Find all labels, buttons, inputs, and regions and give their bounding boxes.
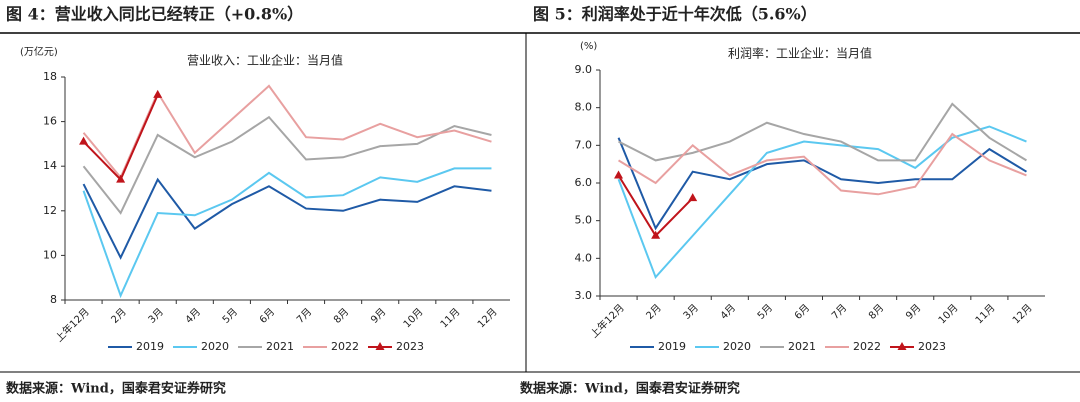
- x-tick-label: 4月: [183, 306, 203, 326]
- y-tick-label: 16: [43, 115, 57, 128]
- line: [82, 177, 492, 260]
- legend-label: 2023: [918, 340, 946, 353]
- x-tick-label: 上年12月: [52, 305, 91, 344]
- chart-title: 图 4：营业收入同比已经转正（+0.8%）: [6, 5, 303, 24]
- x-tick-label: 11月: [438, 306, 463, 331]
- legend-label: 2022: [853, 340, 881, 353]
- y-tick-label: 8.0: [575, 101, 593, 114]
- line: [617, 125, 1027, 280]
- subtitle: 利润率：工业企业：当月值: [728, 46, 872, 61]
- y-tick-label: 5.0: [575, 214, 593, 227]
- marker: [651, 230, 661, 239]
- y-tick-label: 8: [50, 293, 57, 306]
- legend-label: 2020: [723, 340, 751, 353]
- y-axis-label: (万亿元): [20, 45, 58, 58]
- legend-label: 2020: [201, 340, 229, 353]
- line: [617, 137, 1027, 231]
- x-tick-label: 10月: [936, 302, 961, 327]
- y-tick-label: 12: [43, 204, 57, 217]
- x-tick-label: 3月: [146, 306, 166, 326]
- y-tick-label: 9.0: [575, 63, 593, 76]
- source: 数据来源：Wind，国泰君安证券研究: [6, 381, 226, 397]
- marker: [153, 89, 163, 98]
- subtitle: 营业收入：工业企业：当月值: [187, 53, 343, 68]
- legend-label: 2019: [136, 340, 164, 353]
- y-tick-label: 3.0: [575, 289, 593, 302]
- x-tick-label: 上年12月: [587, 301, 626, 340]
- x-tick-label: 5月: [220, 306, 240, 326]
- x-tick-label: 9月: [903, 302, 923, 322]
- y-tick-label: 18: [43, 70, 57, 83]
- legend-label: 2022: [331, 340, 359, 353]
- x-tick-label: 11月: [973, 302, 998, 327]
- x-tick-label: 7月: [294, 306, 314, 326]
- legend-label: 2021: [266, 340, 294, 353]
- source: 数据来源：Wind，国泰君安证券研究: [520, 381, 740, 397]
- x-tick-label: 4月: [718, 302, 738, 322]
- legend-marker: [375, 342, 385, 350]
- x-tick-label: 2月: [644, 302, 664, 322]
- marker: [79, 136, 89, 145]
- y-tick-label: 6.0: [575, 176, 593, 189]
- line: [618, 132, 1027, 196]
- marker: [116, 174, 126, 183]
- y-tick-label: 10: [43, 248, 57, 261]
- legend-marker: [897, 342, 907, 350]
- x-tick-label: 5月: [755, 302, 775, 322]
- y-tick-label: 14: [43, 159, 57, 172]
- x-tick-label: 6月: [792, 302, 812, 322]
- x-tick-label: 12月: [1010, 302, 1035, 327]
- line: [82, 167, 492, 299]
- chart-title: 图 5：利润率处于近十年次低（5.6%）: [533, 5, 817, 24]
- marker: [614, 170, 624, 179]
- x-tick-label: 2月: [109, 306, 129, 326]
- x-tick-label: 6月: [257, 306, 277, 326]
- x-tick-label: 12月: [475, 306, 500, 331]
- x-tick-label: 8月: [866, 302, 886, 322]
- line: [82, 115, 492, 215]
- x-tick-label: 8月: [331, 306, 351, 326]
- x-tick-label: 7月: [829, 302, 849, 322]
- y-tick-label: 4.0: [575, 251, 593, 264]
- line: [82, 94, 159, 182]
- x-tick-label: 9月: [368, 306, 388, 326]
- y-axis-label: (%): [580, 41, 597, 52]
- legend-label: 2019: [658, 340, 686, 353]
- x-tick-label: 3月: [681, 302, 701, 322]
- y-tick-label: 7.0: [575, 138, 593, 151]
- x-tick-label: 10月: [401, 306, 426, 331]
- marker: [688, 193, 698, 202]
- line: [618, 102, 1027, 162]
- legend-label: 2023: [396, 340, 424, 353]
- legend-label: 2021: [788, 340, 816, 353]
